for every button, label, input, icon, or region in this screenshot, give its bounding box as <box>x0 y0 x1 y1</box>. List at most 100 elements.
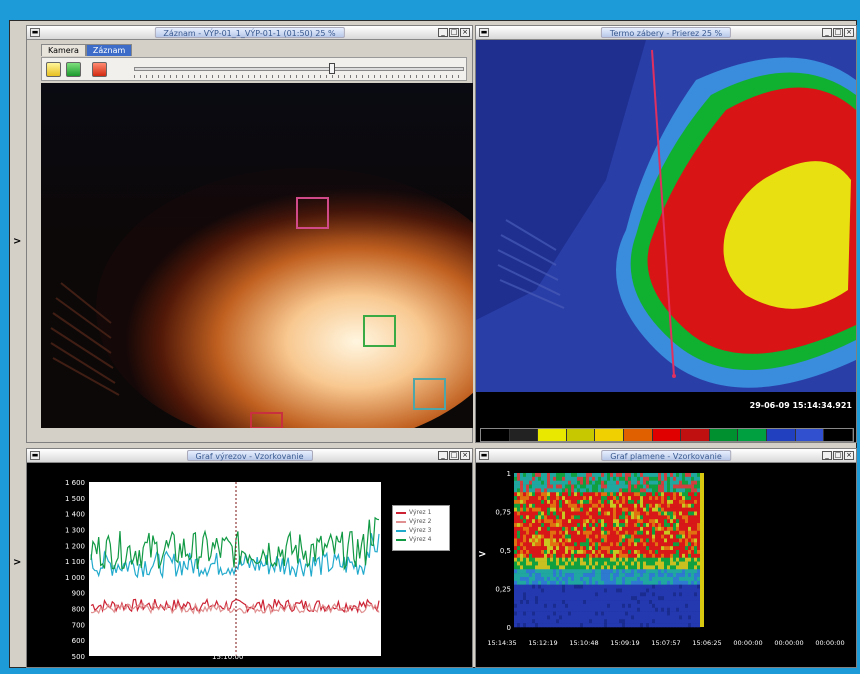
series-line-2 <box>90 602 380 615</box>
camera-window-title: Záznam - VÝP-01_1_VÝP-01-1 (01:50) 25 % <box>154 27 345 38</box>
heatmap-y-tick: 0,75 <box>495 509 511 517</box>
stop-icon[interactable] <box>92 62 107 77</box>
heatmap-x-tick: 00:00:00 <box>774 639 803 647</box>
heatmap-x-tick: 15:09:19 <box>610 639 639 647</box>
timeline-slider-thumb[interactable] <box>329 63 335 74</box>
palette-swatch <box>481 429 510 441</box>
minimize-icon[interactable]: _ <box>822 451 832 460</box>
palette-swatch <box>709 429 739 441</box>
spectrum-window: ▬ Graf plamene - Vzorkovanie _ □ × > 1 0,… <box>475 448 857 668</box>
palette-swatch <box>824 429 853 441</box>
palette-swatch <box>509 429 539 441</box>
open-folder-icon[interactable] <box>46 62 61 77</box>
legend-item: Výrez 4 <box>396 535 446 544</box>
playback-toolbar <box>41 57 467 81</box>
system-menu-icon[interactable]: ▬ <box>479 28 489 37</box>
camera-window: ▬ Záznam - VÝP-01_1_VÝP-01-1 (01:50) 25 … <box>13 25 473 443</box>
expand-arrow-icon[interactable]: > <box>13 557 22 568</box>
maximize-icon[interactable]: □ <box>833 28 843 37</box>
heatmap-y-tick: 0,5 <box>500 547 511 555</box>
legend-item: Výrez 3 <box>396 526 446 535</box>
legend-label: Výrez 3 <box>409 527 432 534</box>
heatmap-x-tick: 00:00:00 <box>815 639 844 647</box>
y-tick-label: 1 600 <box>65 479 85 487</box>
y-tick-label: 1 400 <box>65 511 85 519</box>
system-menu-icon[interactable]: ▬ <box>479 451 489 460</box>
heatmap-x-tick: 15:10:48 <box>569 639 598 647</box>
tab-zaznam[interactable]: Záznam <box>85 44 133 56</box>
legend-label: Výrez 2 <box>409 518 432 525</box>
app-frame: ▬ Záznam - VÝP-01_1_VÝP-01-1 (01:50) 25 … <box>9 20 857 668</box>
palette-swatch <box>566 429 596 441</box>
roi-box-2[interactable] <box>363 315 396 347</box>
system-menu-icon[interactable]: ▬ <box>30 28 40 37</box>
close-icon[interactable]: × <box>844 28 854 37</box>
minimize-icon[interactable]: _ <box>438 28 448 37</box>
legend-swatch <box>396 538 406 541</box>
graph-window: ▬ Graf výrezov - Vzorkovanie _ □ × > 1 6… <box>13 448 473 668</box>
minimize-icon[interactable]: _ <box>438 451 448 460</box>
y-tick-label: 1 500 <box>65 495 85 503</box>
graph-x-label: 15:10:00 <box>212 653 244 661</box>
graph-legend: Výrez 1 Výrez 2 Výrez 3 Výrez 4 <box>392 505 450 551</box>
graph-titlebar[interactable]: ▬ Graf výrezov - Vzorkovanie _ □ × <box>27 449 472 463</box>
y-tick-label: 1 300 <box>65 526 85 534</box>
palette-swatch <box>624 429 653 441</box>
close-icon[interactable]: × <box>460 451 470 460</box>
maximize-icon[interactable]: □ <box>449 28 459 37</box>
heatmap-cursor[interactable] <box>700 473 704 627</box>
heatmap-y-tick: 1 <box>507 470 511 478</box>
color-palette-bar <box>480 428 854 442</box>
heatmap-x-tick: 15:06:25 <box>692 639 721 647</box>
camera-titlebar[interactable]: ▬ Záznam - VÝP-01_1_VÝP-01-1 (01:50) 25 … <box>27 26 472 40</box>
y-tick-label: 600 <box>72 637 85 645</box>
close-icon[interactable]: × <box>844 451 854 460</box>
thermo-window-title: Termo zábery - Prierez 25 % <box>600 27 732 38</box>
heatmap-x-tick: 00:00:00 <box>733 639 762 647</box>
palette-swatch <box>681 429 710 441</box>
y-tick-label: 700 <box>72 621 85 629</box>
legend-swatch <box>396 511 406 514</box>
timeline-slider[interactable] <box>134 67 464 71</box>
palette-swatch <box>595 429 625 441</box>
thermo-titlebar[interactable]: ▬ Termo zábery - Prierez 25 % _ □ × <box>476 26 856 40</box>
palette-swatch <box>538 429 567 441</box>
profile-line[interactable] <box>651 49 675 377</box>
system-menu-icon[interactable]: ▬ <box>30 451 40 460</box>
y-tick-label: 500 <box>72 653 85 661</box>
heatmap-x-tick: 15:12:19 <box>528 639 557 647</box>
roi-box-3[interactable] <box>413 378 446 410</box>
heatmap-x-tick: 15:07:57 <box>651 639 680 647</box>
y-tick-label: 1 200 <box>65 542 85 550</box>
expand-arrow-icon[interactable]: > <box>478 549 487 560</box>
legend-label: Výrez 4 <box>409 536 432 543</box>
thermo-timestamp: 29-06-09 15:14:34.921 <box>749 401 852 410</box>
spectrum-window-title: Graf plamene - Vzorkovanie <box>601 450 731 461</box>
thermo-window: ▬ Termo zábery - Prierez 25 % _ □ × <box>475 25 857 443</box>
heatmap-y-tick: 0 <box>507 624 511 632</box>
tab-kamera[interactable]: Kamera <box>41 44 86 56</box>
y-tick-label: 1 000 <box>65 574 85 582</box>
play-icon[interactable] <box>66 62 81 77</box>
heatmap-x-tick: 15:14:35 <box>487 639 516 647</box>
heatmap-y-tick: 0,25 <box>495 586 511 594</box>
legend-swatch <box>396 529 406 532</box>
roi-box-1[interactable] <box>296 197 329 229</box>
palette-swatch <box>795 429 825 441</box>
graph-window-title: Graf výrezov - Vzorkovanie <box>186 450 313 461</box>
close-icon[interactable]: × <box>460 28 470 37</box>
maximize-icon[interactable]: □ <box>833 451 843 460</box>
legend-item: Výrez 2 <box>396 517 446 526</box>
palette-swatch <box>738 429 768 441</box>
minimize-icon[interactable]: _ <box>822 28 832 37</box>
expand-arrow-icon[interactable]: > <box>13 236 22 247</box>
series-line-4 <box>90 516 380 571</box>
maximize-icon[interactable]: □ <box>449 451 459 460</box>
palette-swatch <box>652 429 682 441</box>
y-tick-label: 900 <box>72 590 85 598</box>
camera-video-frame <box>41 83 473 428</box>
legend-item: Výrez 1 <box>396 508 446 517</box>
y-tick-label: 1 100 <box>65 558 85 566</box>
roi-box-4[interactable] <box>250 412 283 428</box>
spectrum-titlebar[interactable]: ▬ Graf plamene - Vzorkovanie _ □ × <box>476 449 856 463</box>
